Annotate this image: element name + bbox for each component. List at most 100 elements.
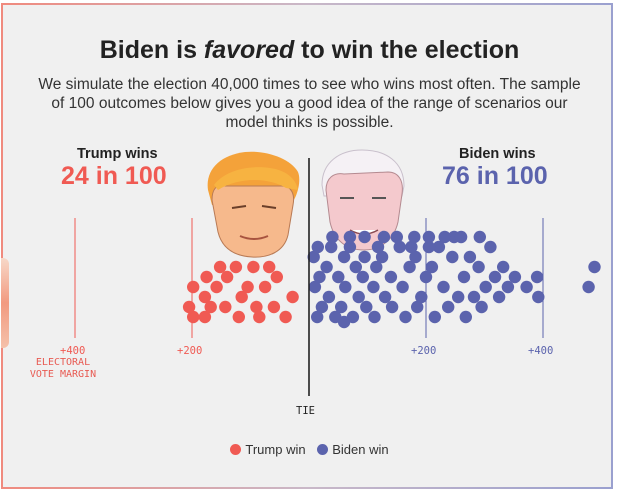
trump-outcome-dot	[263, 260, 276, 274]
biden-outcome-dot	[422, 240, 436, 254]
biden-outcome-dot	[378, 290, 392, 304]
biden-outcome-dot	[520, 280, 533, 294]
biden-outcome-dot	[532, 290, 545, 304]
biden-outcome-dot	[393, 240, 406, 254]
trump-outcome-dot	[250, 300, 263, 314]
biden-outcome-dot	[326, 230, 339, 244]
biden-outcome-dot	[488, 270, 502, 284]
trump-outcome-dot	[182, 300, 196, 314]
biden-outcome-dot	[343, 240, 357, 254]
biden-outcome-dot	[582, 280, 595, 294]
trump-outcome-dot	[247, 260, 260, 274]
trump-outcome-dot	[213, 260, 227, 274]
legend-label-biden: Biden win	[332, 442, 389, 457]
biden-outcome-dot	[446, 250, 459, 264]
tie-label: TIE	[296, 405, 315, 417]
biden-outcome-dot	[409, 250, 422, 264]
biden-outcome-dot	[463, 250, 477, 264]
page-title: Biden is favored to win the election	[99, 36, 520, 64]
biden-wins-label: Biden wins	[459, 146, 536, 162]
biden-outcome-dot	[307, 250, 320, 264]
biden-outcome-dot	[358, 230, 371, 244]
biden-outcome-dot	[479, 280, 492, 294]
axis-title: ELECTORAL VOTE MARGIN	[29, 357, 97, 380]
tick-label-biden-400: +400	[528, 345, 554, 357]
biden-outcome-dot	[356, 270, 369, 284]
trump-wins-label: Trump wins	[77, 146, 158, 162]
biden-wins-count: 76 in 100	[442, 162, 548, 190]
biden-outcome-dot	[428, 310, 441, 324]
trump-outcome-dot	[270, 270, 283, 284]
biden-outcome-dot	[337, 315, 351, 329]
biden-outcome-dot	[405, 240, 418, 254]
trump-outcome-dot	[187, 310, 200, 324]
biden-outcome-dot	[311, 310, 324, 324]
biden-outcome-dot	[308, 280, 322, 294]
tick-label-trump-200: +200	[177, 345, 203, 357]
biden-outcome-dot	[371, 240, 385, 254]
biden-outcome-dot	[368, 310, 381, 324]
biden-outcome-dot	[385, 300, 399, 314]
biden-outcome-dot	[454, 230, 468, 244]
biden-outcome-dot	[442, 300, 455, 314]
biden-outcome-dot	[339, 280, 352, 294]
biden-outcome-dot	[501, 280, 515, 294]
trump-outcome-dot	[241, 280, 254, 294]
biden-outcome-dot	[352, 290, 365, 304]
biden-outcome-dot	[360, 300, 373, 314]
legend-swatch-trump	[230, 444, 242, 455]
legend-item-biden: Biden win	[317, 442, 389, 457]
biden-outcome-dot	[320, 260, 333, 274]
trump-outcome-dot	[258, 280, 272, 294]
biden-outcome-dot	[399, 310, 412, 324]
biden-outcome-dot	[497, 260, 510, 274]
trump-outcome-dot	[204, 300, 217, 314]
biden-outcome-dot	[425, 260, 439, 274]
biden-outcome-dot	[432, 240, 446, 254]
legend: Trump win Biden win	[0, 442, 619, 457]
biden-outcome-dot	[358, 250, 371, 264]
biden-outcome-dot	[530, 270, 544, 284]
biden-outcome-dot	[588, 260, 601, 274]
biden-outcome-dot	[452, 290, 465, 304]
trump-outcome-dot	[187, 280, 200, 294]
biden-outcome-dot	[419, 270, 433, 284]
biden-outcome-dot	[438, 230, 451, 244]
biden-outcome-dot	[343, 230, 357, 244]
trump-caricature-icon	[207, 151, 300, 258]
trump-outcome-dot	[253, 310, 266, 324]
biden-outcome-dot	[415, 290, 428, 304]
trump-outcome-dot	[235, 290, 248, 304]
biden-outcome-dot	[375, 250, 389, 264]
trump-outcome-dot	[286, 290, 299, 304]
page-subtitle: We simulate the election 40,000 times to…	[38, 76, 581, 131]
biden-outcome-dot	[335, 300, 348, 314]
outcome-dots	[182, 230, 601, 329]
biden-outcome-dot	[377, 230, 391, 244]
biden-outcome-dot	[472, 260, 485, 274]
biden-outcome-dot	[437, 280, 450, 294]
biden-outcome-dot	[390, 230, 403, 244]
legend-swatch-biden	[317, 444, 329, 455]
trump-outcome-dot	[210, 280, 223, 294]
legend-item-trump: Trump win	[230, 442, 306, 457]
biden-outcome-dot	[367, 280, 380, 294]
biden-outcome-dot	[349, 260, 362, 274]
trump-outcome-dot	[198, 290, 212, 304]
biden-outcome-dot	[475, 300, 488, 314]
biden-outcome-dot	[325, 240, 338, 254]
tick-label-trump-400: +400	[60, 345, 86, 357]
trump-outcome-dot	[267, 300, 281, 314]
legend-label-trump: Trump win	[245, 442, 306, 457]
biden-outcome-dot	[315, 300, 329, 314]
biden-outcome-dot	[370, 260, 383, 274]
biden-outcome-dot	[408, 230, 421, 244]
biden-outcome-dot	[492, 290, 506, 304]
biden-outcome-dot	[384, 270, 398, 284]
biden-outcome-dot	[484, 240, 497, 254]
biden-outcome-dot	[459, 310, 472, 324]
trump-outcome-dot	[200, 270, 213, 284]
tick-label-biden-200: +200	[411, 345, 437, 357]
biden-outcome-dot	[467, 290, 481, 304]
